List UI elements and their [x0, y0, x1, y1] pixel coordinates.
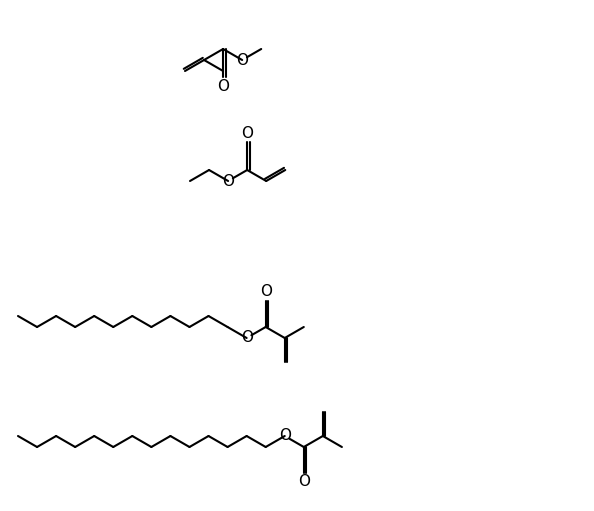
Text: O: O	[222, 174, 234, 189]
Text: O: O	[217, 79, 229, 94]
Text: O: O	[241, 126, 253, 141]
Text: O: O	[236, 53, 248, 67]
Text: O: O	[279, 429, 290, 444]
Text: O: O	[260, 285, 271, 299]
Text: O: O	[241, 331, 252, 345]
Text: O: O	[298, 475, 310, 490]
